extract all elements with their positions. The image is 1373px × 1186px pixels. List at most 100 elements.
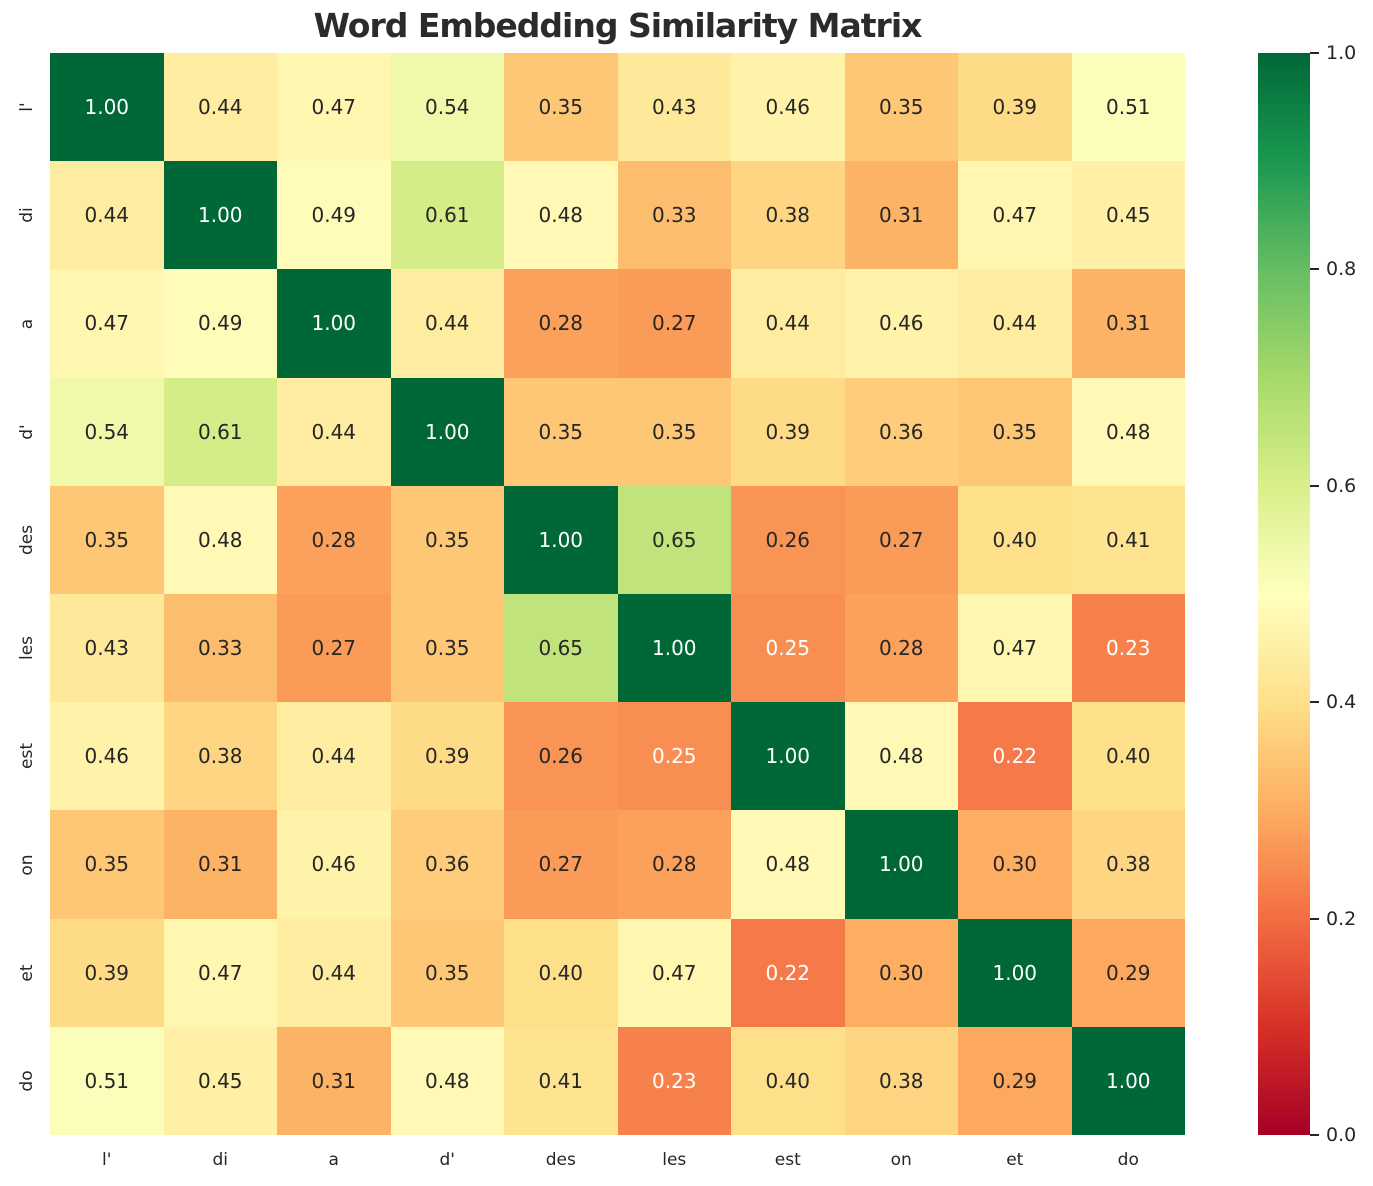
heatmap-cell-value: 0.35 <box>878 95 924 120</box>
x-tick-label: des <box>545 1150 576 1170</box>
heatmap-grid: 1.00 0.44 0.47 0.54 0.35 0.43 0.46 0.35 0.39 0.51… <box>50 53 1185 1135</box>
colorbar-tick-mark <box>1310 701 1319 704</box>
heatmap-cell: 0.48 <box>1071 377 1185 486</box>
heatmap-cell: 0.46 <box>844 269 958 378</box>
heatmap-cell-value: 0.26 <box>538 744 584 769</box>
heatmap-cell-value: 0.46 <box>311 852 357 877</box>
heatmap-cell-value: 0.35 <box>651 419 697 444</box>
y-tick-label: do <box>17 1070 37 1092</box>
y-tick-label: on <box>17 853 37 876</box>
heatmap-cell-value: 0.46 <box>84 744 130 769</box>
y-tick-label: les <box>17 636 37 661</box>
heatmap-cell-value: 0.35 <box>992 419 1038 444</box>
heatmap-cell-value: 1.00 <box>424 419 470 444</box>
colorbar-tick-label: 0.6 <box>1326 474 1357 497</box>
colorbar-tick-mark <box>1310 268 1319 271</box>
heatmap-cell: 0.31 <box>163 810 277 919</box>
heatmap-cell: 0.48 <box>731 810 845 919</box>
heatmap-cell-value: 0.40 <box>765 1068 811 1093</box>
heatmap-cell: 0.48 <box>390 1026 504 1135</box>
heatmap-cell: 0.36 <box>844 377 958 486</box>
heatmap-cell-value: 1.00 <box>197 203 243 228</box>
heatmap-cell-value: 0.39 <box>84 960 130 985</box>
heatmap-cell: 0.28 <box>844 593 958 703</box>
heatmap-cell-value: 0.28 <box>538 311 584 336</box>
heatmap-cell-value: 0.28 <box>311 527 357 552</box>
heatmap-cell: 0.22 <box>731 918 845 1027</box>
heatmap-cell: 0.25 <box>617 702 731 811</box>
heatmap-cell: 1.00 <box>277 269 391 378</box>
heatmap-cell: 0.61 <box>163 377 277 486</box>
x-tick-label: di <box>212 1150 229 1170</box>
heatmap-cell-value: 0.48 <box>765 852 811 877</box>
heatmap-cell-value: 0.46 <box>765 95 811 120</box>
heatmap-cell-value: 0.48 <box>424 1068 470 1093</box>
heatmap-cell: 0.36 <box>390 810 504 919</box>
heatmap-cell-value: 0.44 <box>311 419 357 444</box>
heatmap-cell-value: 0.33 <box>197 636 243 661</box>
heatmap-cell-value: 0.44 <box>765 311 811 336</box>
heatmap-cell: 0.28 <box>277 485 391 594</box>
colorbar-tick-label: 0.2 <box>1326 907 1357 930</box>
heatmap-cell: 0.40 <box>731 1026 845 1135</box>
heatmap-cell-value: 0.27 <box>311 636 357 661</box>
heatmap-cell: 0.23 <box>617 1026 731 1135</box>
heatmap-cell: 0.38 <box>844 1026 958 1135</box>
heatmap-cell: 0.43 <box>617 53 731 162</box>
heatmap-cell-value: 0.49 <box>197 311 243 336</box>
x-tick-label: et <box>1006 1150 1024 1170</box>
heatmap-cell: 0.47 <box>617 918 731 1027</box>
heatmap-cell: 0.30 <box>958 810 1072 919</box>
heatmap-cell: 0.48 <box>504 161 618 270</box>
heatmap-cell-value: 0.41 <box>538 1068 584 1093</box>
heatmap-cell-value: 1.00 <box>538 527 584 552</box>
heatmap-cell: 0.35 <box>50 485 164 594</box>
heatmap-cell: 1.00 <box>163 161 277 270</box>
heatmap-cell-value: 0.47 <box>992 636 1038 661</box>
heatmap-cell-value: 0.51 <box>1105 95 1151 120</box>
heatmap-cell: 1.00 <box>50 53 164 162</box>
heatmap-cell-value: 0.47 <box>197 960 243 985</box>
heatmap-cell: 1.00 <box>958 918 1072 1027</box>
heatmap-cell: 0.35 <box>504 377 618 486</box>
heatmap-cell-value: 0.47 <box>992 203 1038 228</box>
heatmap-cell: 0.38 <box>731 161 845 270</box>
heatmap-cell: 0.35 <box>390 485 504 594</box>
y-tick-label: l' <box>17 102 37 112</box>
heatmap-cell: 0.27 <box>504 810 618 919</box>
heatmap-cell: 1.00 <box>1071 1026 1185 1135</box>
heatmap-cell: 0.40 <box>1071 702 1185 811</box>
heatmap-cell-value: 0.39 <box>424 744 470 769</box>
heatmap-cell-value: 1.00 <box>765 744 811 769</box>
heatmap-cell: 0.51 <box>50 1026 164 1135</box>
heatmap-cell-value: 0.31 <box>1105 311 1151 336</box>
heatmap-cell: 1.00 <box>844 810 958 919</box>
heatmap-cell-value: 0.54 <box>424 95 470 120</box>
heatmap-cell: 0.29 <box>958 1026 1072 1135</box>
heatmap-cell: 0.31 <box>277 1026 391 1135</box>
heatmap-cell: 0.33 <box>163 593 277 703</box>
heatmap-cell-value: 0.46 <box>878 311 924 336</box>
heatmap-cell: 1.00 <box>504 485 618 594</box>
heatmap-cell: 0.44 <box>277 702 391 811</box>
heatmap-cell-value: 0.23 <box>651 1068 697 1093</box>
heatmap-cell: 0.28 <box>504 269 618 378</box>
heatmap-cell-value: 0.45 <box>1105 203 1151 228</box>
y-tick-label: des <box>17 524 37 555</box>
heatmap-cell: 0.26 <box>731 485 845 594</box>
heatmap-cell-value: 0.35 <box>424 527 470 552</box>
heatmap-cell: 0.38 <box>163 702 277 811</box>
heatmap-cell-value: 0.43 <box>84 636 130 661</box>
heatmap-cell: 0.61 <box>390 161 504 270</box>
heatmap-cell: 1.00 <box>390 377 504 486</box>
heatmap-cell: 0.40 <box>958 485 1072 594</box>
heatmap-cell-value: 0.31 <box>197 852 243 877</box>
x-tick-label: do <box>1117 1150 1139 1170</box>
heatmap-cell-value: 1.00 <box>84 95 130 120</box>
y-tick-label: d' <box>17 423 37 440</box>
heatmap-cell: 0.39 <box>731 377 845 486</box>
heatmap-cell-value: 0.36 <box>878 419 924 444</box>
heatmap-cell: 0.47 <box>958 593 1072 703</box>
heatmap-cell-value: 0.35 <box>84 852 130 877</box>
heatmap-cell-value: 0.45 <box>197 1068 243 1093</box>
